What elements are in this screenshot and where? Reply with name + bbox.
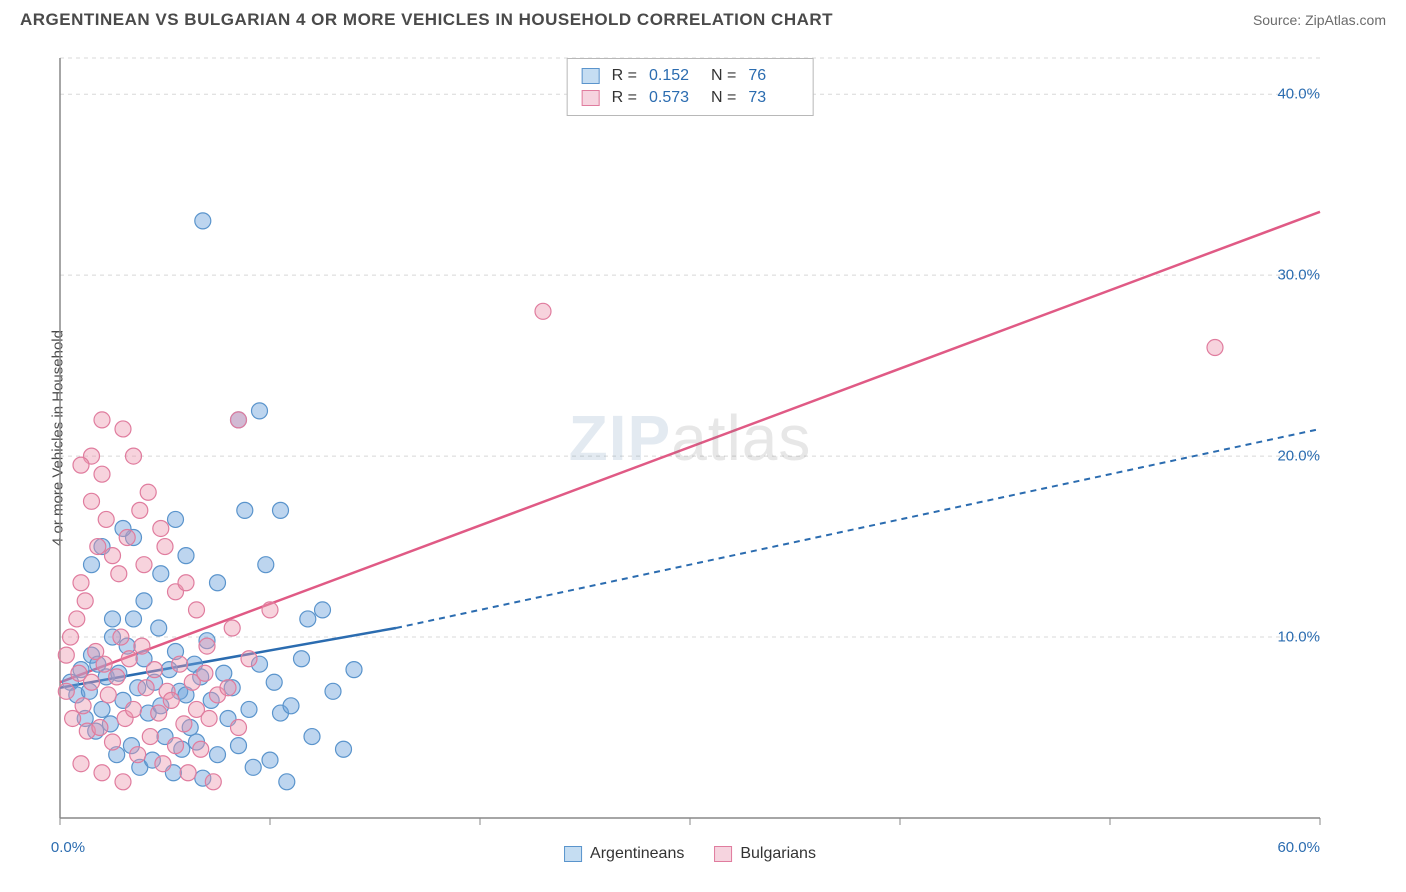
n-value-series1: 76	[748, 67, 798, 85]
y-tick-label: 20.0%	[1277, 448, 1320, 465]
legend-item-series2: Bulgarians	[714, 845, 816, 863]
chart-area: 4 or more Vehicles in Household ZIPatlas…	[50, 48, 1330, 828]
legend-swatch-series2	[714, 846, 732, 862]
n-value-series2: 73	[748, 89, 798, 107]
y-tick-label: 10.0%	[1277, 629, 1320, 646]
x-axis-min-label: 0.0%	[51, 839, 85, 856]
legend-swatch-series1	[564, 846, 582, 862]
series-legend: Argentineans Bulgarians	[564, 845, 816, 863]
swatch-series1	[582, 68, 600, 84]
scatter-plot-svg	[50, 48, 1330, 828]
r-value-series2: 0.573	[649, 89, 699, 107]
swatch-series2	[582, 90, 600, 106]
y-tick-label: 40.0%	[1277, 86, 1320, 103]
correlation-stats-legend: R = 0.152 N = 76 R = 0.573 N = 73	[567, 58, 814, 116]
chart-title: ARGENTINEAN VS BULGARIAN 4 OR MORE VEHIC…	[20, 10, 833, 30]
legend-item-series1: Argentineans	[564, 845, 684, 863]
chart-source: Source: ZipAtlas.com	[1253, 12, 1386, 28]
y-tick-label: 30.0%	[1277, 267, 1320, 284]
x-axis-max-label: 60.0%	[1277, 839, 1320, 856]
stats-row-series1: R = 0.152 N = 76	[582, 65, 799, 87]
stats-row-series2: R = 0.573 N = 73	[582, 87, 799, 109]
chart-header: ARGENTINEAN VS BULGARIAN 4 OR MORE VEHIC…	[0, 0, 1406, 35]
r-value-series1: 0.152	[649, 67, 699, 85]
